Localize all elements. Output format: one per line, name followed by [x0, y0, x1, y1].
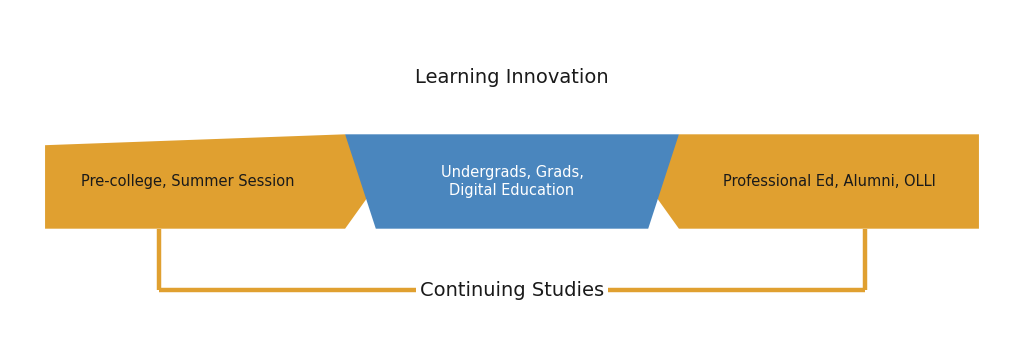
Polygon shape: [345, 134, 679, 229]
Polygon shape: [645, 134, 979, 229]
Polygon shape: [45, 134, 379, 229]
Text: Undergrads, Grads,
Digital Education: Undergrads, Grads, Digital Education: [440, 165, 584, 198]
Text: Learning Innovation: Learning Innovation: [415, 68, 609, 87]
Text: Professional Ed, Alumni, OLLI: Professional Ed, Alumni, OLLI: [723, 174, 936, 189]
Text: Pre-college, Summer Session: Pre-college, Summer Session: [81, 174, 294, 189]
Text: Continuing Studies: Continuing Studies: [420, 281, 604, 300]
